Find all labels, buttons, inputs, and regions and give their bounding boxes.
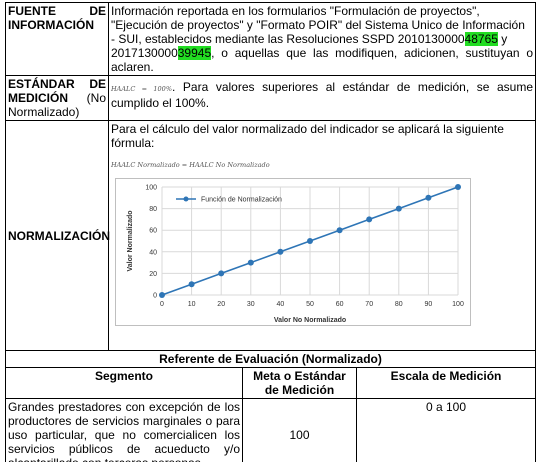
data-point bbox=[307, 238, 313, 244]
fuente-text-line1: Información reportada en los formularios… bbox=[111, 4, 480, 18]
x-tick-label: 20 bbox=[217, 301, 225, 308]
data-point bbox=[159, 292, 165, 298]
fuente-label-word2: DE bbox=[89, 4, 106, 18]
fuente-text-part2: 2017130000 bbox=[111, 46, 178, 60]
fuente-label-word1: FUENTE bbox=[8, 4, 56, 18]
fuente-tail-text: , o aquellas que las modifiquen, adicion… bbox=[111, 46, 534, 74]
estandar-label-line2b: (No bbox=[86, 91, 106, 105]
estandar-label-word1: ESTÁNDAR bbox=[8, 77, 75, 91]
x-tick-label: 100 bbox=[452, 301, 464, 308]
y-tick-label: 100 bbox=[145, 185, 157, 192]
meta-value: 100 bbox=[242, 398, 357, 462]
y-tick-label: 0 bbox=[153, 293, 157, 300]
row-referente-headers: Segmento Meta o Estándar de Medición Esc… bbox=[5, 367, 537, 399]
indicator-table: FUENTE DE INFORMACIÓN Información reporta… bbox=[4, 2, 537, 462]
segment-text: Grandes prestadores con excepción de los… bbox=[5, 398, 243, 462]
y-tick-label: 60 bbox=[149, 228, 157, 235]
x-tick-label: 30 bbox=[247, 301, 255, 308]
fuente-text-cell: Información reportada en los formularios… bbox=[107, 2, 537, 76]
row-referente-title: Referente de Evaluación (Normalizado) bbox=[4, 350, 537, 368]
data-point bbox=[366, 216, 373, 223]
normalizacion-formula: HAALC Normalizado = HAALC No Normalizado bbox=[111, 161, 270, 169]
fuente-text-line4: 201713000039945, o aquellas que las modi… bbox=[111, 46, 533, 74]
estandar-formula: HAALC = 100% bbox=[111, 85, 172, 93]
normalizacion-label: NORMALIZACIÓN bbox=[5, 120, 110, 351]
estandar-label-cell: ESTÁNDAR DE MEDICIÓN (No Normalizado) bbox=[5, 75, 109, 121]
fuente-mid-text: y bbox=[497, 32, 508, 46]
y-tick-label: 80 bbox=[149, 206, 157, 213]
y-axis-title: Valor Normalizado bbox=[127, 210, 134, 271]
x-tick-label: 80 bbox=[395, 301, 403, 308]
x-tick-label: 0 bbox=[160, 301, 164, 308]
escala-value: 0 a 100 bbox=[355, 398, 537, 462]
fuente-label-line2: INFORMACIÓN bbox=[8, 18, 94, 32]
row-normalizacion: NORMALIZACIÓN Para el cálculo del valor … bbox=[5, 120, 537, 351]
estandar-label-word2: DE bbox=[89, 77, 106, 91]
referente-title: Referente de Evaluación (Normalizado) bbox=[4, 350, 537, 368]
fuente-text-part: - SUI, establecidos mediante las Resoluc… bbox=[111, 32, 465, 46]
chart-svg: 0 10 20 30 40 50 60 70 80 90 100 0 20 40 60 80 100 Valor … bbox=[127, 184, 464, 324]
data-point bbox=[188, 281, 195, 288]
data-point bbox=[247, 259, 254, 266]
normalizacion-cell: Para el cálculo del valor normalizado de… bbox=[107, 120, 537, 351]
data-point bbox=[277, 248, 284, 255]
header-segmento: Segmento bbox=[5, 367, 243, 399]
data-point bbox=[336, 227, 343, 234]
highlight-resolution-2: 39945 bbox=[177, 46, 212, 60]
x-tick-label: 10 bbox=[188, 301, 196, 308]
estandar-text-cell: HAALC = 100%. Para valores superiores al… bbox=[107, 75, 537, 121]
row-estandar: ESTÁNDAR DE MEDICIÓN (No Normalizado) HAAL… bbox=[5, 75, 537, 121]
y-tick-label: 20 bbox=[149, 271, 157, 278]
legend-marker bbox=[183, 196, 189, 202]
row-referente-values: Grandes prestadores con excepción de los… bbox=[5, 398, 537, 462]
header-escala: Escala de Medición bbox=[355, 367, 537, 399]
fuente-text-line3: - SUI, establecidos mediante las Resoluc… bbox=[111, 32, 533, 46]
x-tick-label: 90 bbox=[425, 301, 433, 308]
estandar-label-line3: Normalizado) bbox=[8, 105, 80, 119]
data-point bbox=[395, 205, 402, 212]
x-tick-label: 60 bbox=[336, 301, 344, 308]
fuente-label-cell: FUENTE DE INFORMACIÓN bbox=[5, 2, 109, 76]
normalizacion-intro: Para el cálculo del valor normalizado de… bbox=[111, 122, 504, 150]
x-axis-title: Valor No Normalizado bbox=[274, 317, 346, 324]
header-meta: Meta o Estándar de Medición bbox=[242, 367, 357, 399]
estandar-text: . Para valores superiores al estándar de… bbox=[111, 80, 534, 110]
estandar-label-line2a: MEDICIÓN bbox=[8, 91, 68, 105]
data-point bbox=[425, 194, 432, 201]
x-tick-label: 50 bbox=[306, 301, 314, 308]
row-fuente: FUENTE DE INFORMACIÓN Información reporta… bbox=[5, 2, 537, 76]
y-tick-label: 40 bbox=[149, 249, 157, 256]
data-point bbox=[455, 184, 461, 190]
highlight-resolution-1: 48765 bbox=[464, 32, 498, 46]
fuente-text-line2: "Ejecución de proyectos" y "Formato POIR… bbox=[111, 18, 525, 32]
x-tick-label: 40 bbox=[277, 301, 285, 308]
legend-label: Función de Normalización bbox=[201, 197, 282, 204]
normalization-chart: 0 10 20 30 40 50 60 70 80 90 100 0 20 40 60 80 100 Valor … bbox=[115, 178, 471, 326]
x-tick-label: 70 bbox=[365, 301, 373, 308]
data-point bbox=[218, 270, 225, 277]
